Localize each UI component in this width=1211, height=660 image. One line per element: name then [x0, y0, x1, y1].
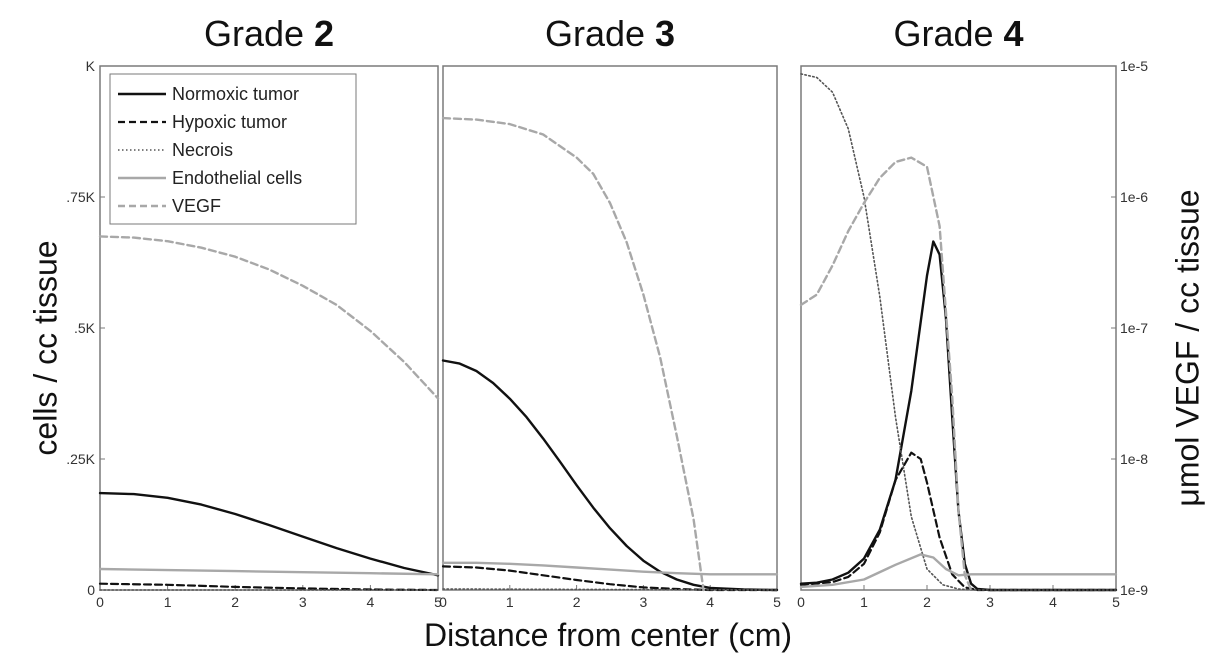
y2-axis-label: μmol VEGF / cc tissue [1169, 189, 1205, 506]
panel-title: Grade 4 [893, 13, 1023, 54]
legend-label: Necrois [172, 140, 233, 160]
series-line-normoxic-tumor [799, 240, 1118, 592]
y2-tick-label: 1e-5 [1120, 58, 1148, 74]
y2-tick-label: 1e-9 [1120, 582, 1148, 598]
x-tick-label: 1 [860, 594, 868, 610]
x-tick-label: 4 [706, 594, 714, 610]
series-line-vegf [98, 235, 440, 400]
y2-tick-label: 1e-7 [1120, 320, 1148, 336]
series-line-vegf [799, 156, 973, 592]
x-tick-label: 5 [773, 594, 781, 610]
legend-label: Normoxic tumor [172, 84, 299, 104]
x-tick-label: 4 [1049, 594, 1057, 610]
panel-title-prefix: Grade [545, 13, 655, 54]
series-line-normoxic-tumor [441, 359, 779, 592]
x-tick-label: 1 [506, 594, 514, 610]
y2-tick-label: 1e-6 [1120, 189, 1148, 205]
legend-box [109, 73, 357, 225]
chart-panel: Grade 3 0 1 2 3 4 5 [439, 13, 781, 610]
series-line-hypoxic-tumor [98, 582, 440, 592]
x-tick-label: 0 [797, 594, 805, 610]
x-tick-label: 5 [1112, 594, 1120, 610]
legend-label: VEGF [172, 196, 221, 216]
series-line-endothelial-cells [441, 561, 779, 576]
x-tick-label: 3 [299, 594, 307, 610]
y-tick-label: .25K [66, 451, 95, 467]
y-axis-label: cells / cc tissue [27, 240, 63, 455]
series-line-normoxic-tumor [98, 491, 440, 577]
y-tick-label: .5K [74, 320, 96, 336]
x-tick-label: 2 [923, 594, 931, 610]
x-tick-label: 3 [640, 594, 648, 610]
x-tick-label: 1 [164, 594, 172, 610]
chart-legend: Normoxic tumor Hypoxic tumor Necrois Endoth… [109, 73, 357, 225]
x-tick-label: 0 [439, 594, 447, 610]
x-tick-label: 0 [96, 594, 104, 610]
panel-title-prefix: Grade [204, 13, 314, 54]
chart-panel: Grade 4 0 1 2 3 4 51e-9 1e-8 1e-7 1e-6 1e-5 [797, 13, 1148, 610]
panel-title-prefix: Grade [893, 13, 1003, 54]
panel-frame [442, 65, 778, 591]
x-tick-label: 2 [573, 594, 581, 610]
panel-title: Grade 2 [204, 13, 334, 54]
series-line-endothelial-cells [98, 567, 440, 576]
legend-label: Hypoxic tumor [172, 112, 287, 132]
series-line-necrois [800, 73, 1117, 591]
x-axis-label: Distance from center (cm) [424, 617, 792, 653]
panel-title-number: 3 [655, 13, 675, 54]
series-line-endothelial-cells [799, 553, 1118, 589]
series-line-vegf [441, 116, 705, 592]
series-line-hypoxic-tumor [799, 451, 1118, 592]
x-tick-label: 2 [231, 594, 239, 610]
series-line-hypoxic-tumor [441, 565, 779, 592]
x-tick-label: 5 [434, 594, 442, 610]
chart-panel: Grade 2 0 1 2 3 4 5 0 .25K .5K .75K K [66, 13, 442, 610]
x-tick-label: 4 [367, 594, 375, 610]
panel-title-number: 4 [1004, 13, 1024, 54]
legend-label: Endothelial cells [172, 168, 302, 188]
series-line-necrois [442, 588, 778, 591]
panel-title-number: 2 [314, 13, 334, 54]
y-tick-label: .75K [66, 189, 95, 205]
y2-tick-label: 1e-8 [1120, 451, 1148, 467]
panel-title: Grade 3 [545, 13, 675, 54]
x-tick-label: 3 [986, 594, 994, 610]
y-tick-label: 0 [87, 582, 95, 598]
y-tick-label: K [86, 58, 96, 74]
